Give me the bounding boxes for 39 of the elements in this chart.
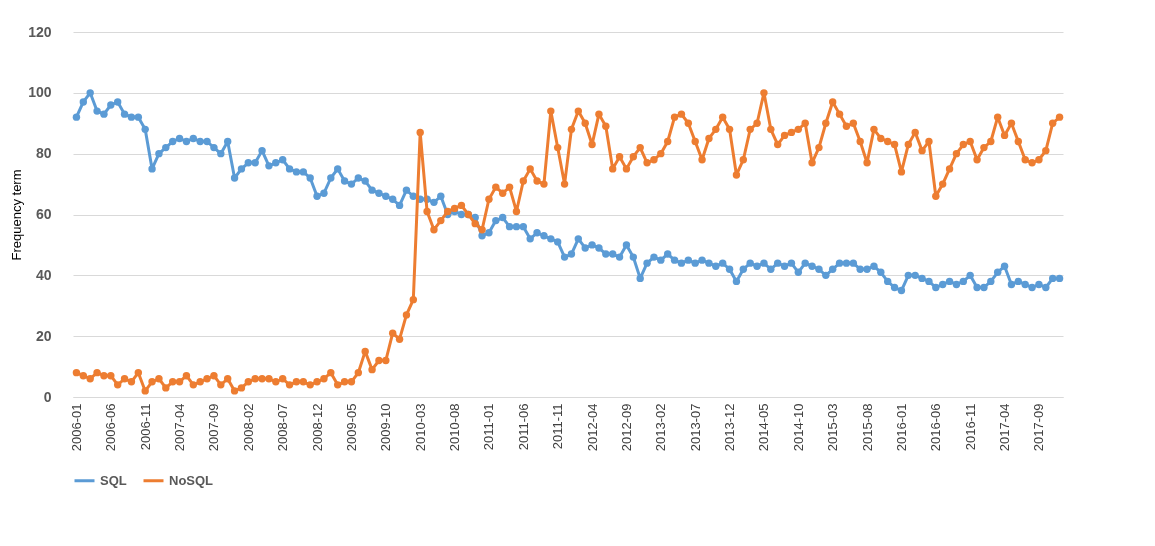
x-tick-label: 2012-09 (618, 403, 634, 452)
x-tick-label: 2013-02 (653, 403, 669, 452)
x-tick-label: 2011-11 (550, 403, 566, 450)
x-tick-label: 2016-06 (928, 403, 944, 452)
x-tick-label: 2010-08 (447, 403, 463, 452)
x-tick-label: 2010-03 (412, 403, 428, 452)
x-tick-label: 2008-12 (309, 403, 325, 452)
x-tick-label: 2006-06 (103, 403, 119, 452)
y-tick-label: 40 (35, 266, 52, 283)
x-tick-label: 2017-09 (1031, 403, 1047, 452)
y-tick-label: 80 (35, 145, 52, 162)
x-tick-label: 2013-07 (687, 403, 703, 452)
y-tick-label: 0 (43, 388, 52, 405)
x-tick-label: 2006-11 (137, 403, 153, 451)
x-tick-label: 2012-04 (584, 403, 600, 452)
x-tick-label: 2006-01 (68, 403, 84, 452)
x-tick-label: 2015-03 (825, 403, 841, 452)
x-tick-label: 2013-12 (722, 403, 738, 452)
x-tick-label: 2017-04 (997, 403, 1013, 452)
y-tick-label: 60 (35, 206, 52, 222)
x-tick-label: 2008-07 (275, 403, 291, 452)
x-tick-label: 2011-01 (481, 403, 497, 451)
x-tick-label: 2011-06 (515, 403, 531, 451)
x-tick-label: 2009-05 (343, 403, 359, 452)
y-axis-title: Frequency term (9, 169, 25, 261)
x-tick-label: 2007-04 (172, 403, 188, 452)
x-tick-label: 2007-09 (206, 403, 222, 452)
y-tick-label: 100 (28, 84, 52, 101)
x-tick-label: 2009-10 (378, 403, 394, 452)
x-tick-label: 2014-05 (756, 403, 772, 452)
x-tick-label: 2014-10 (790, 403, 806, 452)
y-tick-label: 20 (35, 327, 52, 344)
x-tick-label: 2015-08 (859, 403, 875, 452)
y-tick-label: 120 (28, 23, 52, 40)
legend-label: NoSQL (169, 472, 214, 488)
x-tick-label: 2016-11 (962, 403, 978, 451)
legend-label: SQL (100, 472, 127, 488)
x-tick-label: 2008-02 (240, 403, 256, 452)
x-tick-label: 2016-01 (893, 403, 909, 452)
